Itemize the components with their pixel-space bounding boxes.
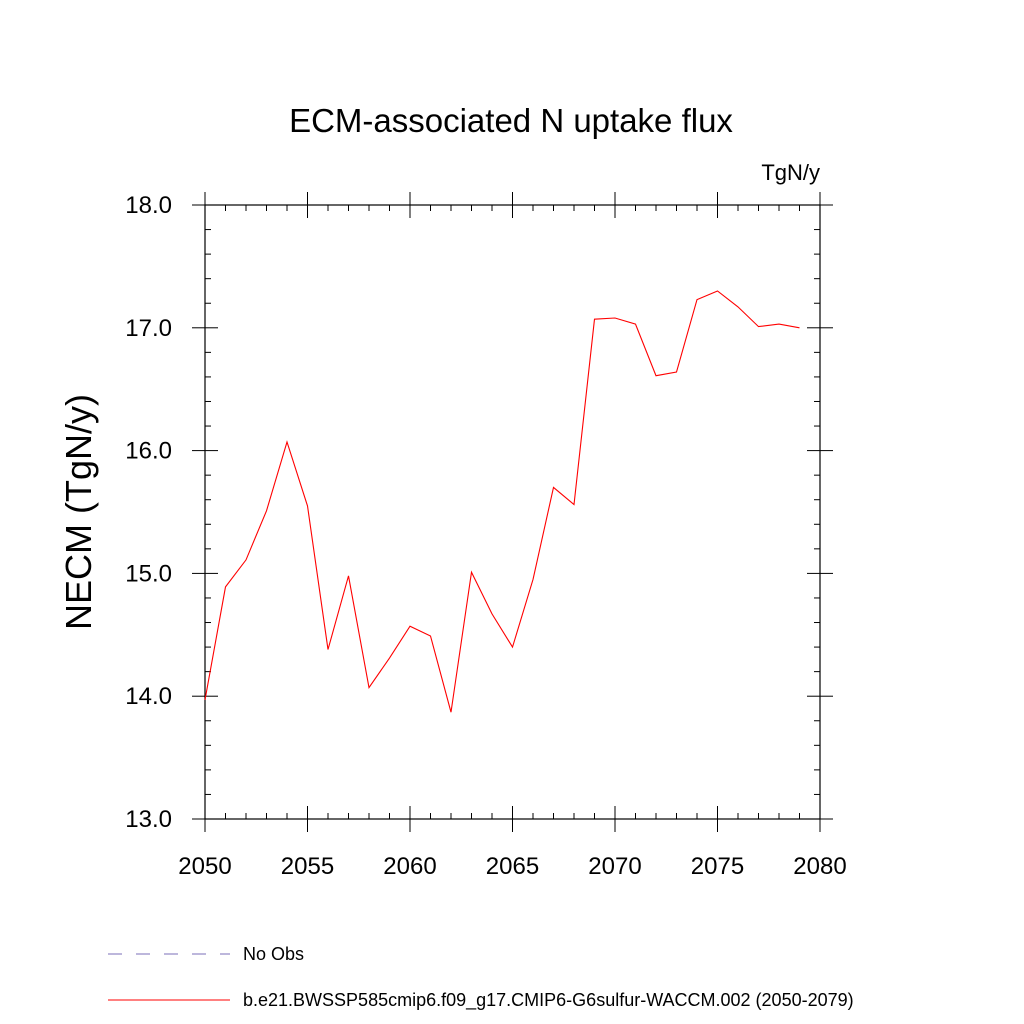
x-tick-label: 2060 bbox=[383, 853, 436, 880]
x-tick-label: 2070 bbox=[588, 853, 641, 880]
x-tick-label: 2055 bbox=[281, 853, 334, 880]
y-tick-label: 17.0 bbox=[125, 315, 172, 342]
axis-ticks bbox=[192, 192, 833, 832]
y-axis-label: NECM (TgN/y) bbox=[58, 394, 99, 630]
series-line bbox=[204, 290, 800, 713]
x-tick-label: 2065 bbox=[486, 853, 539, 880]
units-label: TgN/y bbox=[761, 160, 820, 185]
y-tick-label: 15.0 bbox=[125, 560, 172, 587]
legend: No Obs b.e21.BWSSP585cmip6.f09_g17.CMIP6-… bbox=[108, 944, 854, 1011]
x-tick-label: 2050 bbox=[178, 853, 231, 880]
y-tick-label: 13.0 bbox=[125, 806, 172, 833]
legend-label: No Obs bbox=[243, 944, 304, 964]
x-tick-label: 2080 bbox=[793, 853, 846, 880]
axis-tick-labels: 2050 2055 2060 2065 2070 2075 2080 13.0 14.0 15.0… bbox=[125, 192, 846, 880]
x-tick-label: 2075 bbox=[691, 853, 744, 880]
y-tick-label: 18.0 bbox=[125, 192, 172, 219]
y-tick-label: 14.0 bbox=[125, 683, 172, 710]
data-series bbox=[204, 290, 800, 713]
chart-title: ECM-associated N uptake flux bbox=[289, 102, 733, 139]
y-tick-label: 16.0 bbox=[125, 438, 172, 465]
legend-label: b.e21.BWSSP585cmip6.f09_g17.CMIP6-G6sulf… bbox=[243, 990, 854, 1011]
plot-frame bbox=[204, 204, 821, 820]
